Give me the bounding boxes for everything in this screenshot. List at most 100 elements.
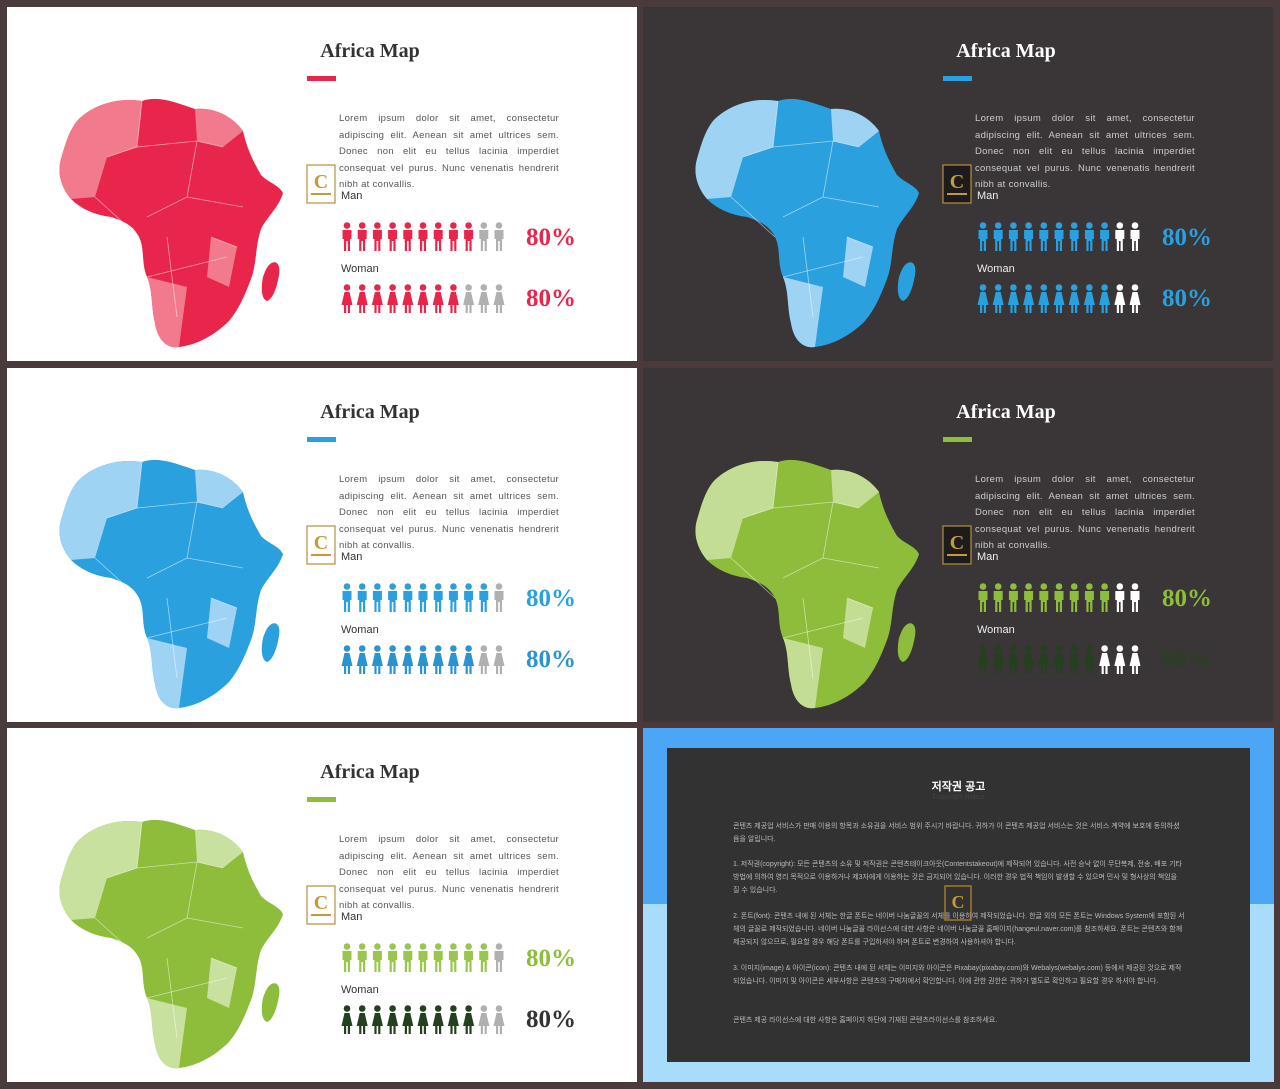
woman-icon-filled	[1053, 284, 1065, 313]
woman-icon-filled	[432, 284, 444, 313]
description-text: Lorem ipsum dolor sit amet, consectetur …	[975, 113, 1195, 190]
man-icon-filled	[448, 583, 458, 612]
woman-icon-filled	[1038, 645, 1050, 674]
notice-paragraph-font: 2. 폰트(font): 콘텐츠 내에 된 서체는 한글 폰트는 네이버 나눔글…	[733, 913, 1185, 946]
man-icon-filled	[388, 943, 398, 972]
man-icon-filled	[464, 943, 474, 972]
woman-percent: 80%	[526, 1006, 576, 1033]
woman-percent: 80%	[1162, 285, 1212, 312]
woman-icon-filled	[977, 284, 989, 313]
woman-icon-filled	[992, 284, 1004, 313]
woman-icon-filled	[432, 645, 444, 674]
man-icon-filled	[1008, 222, 1018, 251]
man-label: Man	[341, 551, 363, 563]
woman-icon-filled	[417, 645, 429, 674]
man-icon-filled	[448, 943, 458, 972]
contents-logo-icon: C	[306, 164, 336, 204]
woman-icon-empty	[478, 645, 490, 674]
woman-percent: 80%	[1162, 646, 1212, 673]
woman-icon-filled	[447, 1005, 459, 1034]
man-icon-filled	[1054, 583, 1064, 612]
woman-icon-filled	[402, 1005, 414, 1034]
man-icon-filled	[372, 583, 382, 612]
man-icon-filled	[388, 222, 398, 251]
slide-title: Africa Map	[320, 401, 420, 423]
man-label: Man	[977, 190, 999, 202]
woman-icon-empty	[1114, 645, 1126, 674]
man-icon-filled	[978, 222, 988, 251]
africa-map	[695, 459, 919, 709]
woman-icon-filled	[1038, 284, 1050, 313]
africa-map	[59, 459, 283, 709]
woman-icon-filled	[387, 1005, 399, 1034]
man-icon-filled	[418, 222, 428, 251]
contents-logo-icon: C	[306, 885, 336, 925]
woman-icon-filled	[371, 284, 383, 313]
woman-icon-filled	[1053, 645, 1065, 674]
man-icon-filled	[418, 583, 428, 612]
contents-logo-icon: C	[942, 525, 972, 565]
man-icon-filled	[372, 943, 382, 972]
man-percent: 80%	[1162, 224, 1212, 251]
man-icon-filled	[1024, 583, 1034, 612]
africa-map	[59, 98, 283, 348]
man-icon-empty	[479, 222, 489, 251]
woman-icon-filled	[1023, 645, 1035, 674]
svg-text:C: C	[314, 892, 328, 914]
notice-subtitle: Copyright Notice	[932, 794, 985, 801]
svg-text:C: C	[950, 171, 964, 193]
man-icon-empty	[494, 222, 504, 251]
man-icon-filled	[1100, 583, 1110, 612]
woman-icon-filled	[1068, 645, 1080, 674]
man-icon-filled	[993, 583, 1003, 612]
man-percent: 80%	[526, 224, 576, 251]
description-text: Lorem ipsum dolor sit amet, consectetur …	[339, 834, 559, 911]
man-icon-filled	[448, 222, 458, 251]
man-label: Man	[341, 190, 363, 202]
woman-icon-filled	[371, 645, 383, 674]
woman-icon-row	[341, 284, 505, 313]
description-text: Lorem ipsum dolor sit amet, consectetur …	[975, 474, 1195, 551]
man-icon-filled	[357, 583, 367, 612]
woman-icon-empty	[493, 284, 505, 313]
title-underline	[943, 76, 972, 81]
man-icon-filled	[418, 943, 428, 972]
man-label: Man	[977, 551, 999, 563]
slide-red-light: Africa Map Lorem ipsum dolor sit amet, c…	[7, 7, 637, 361]
woman-icon-filled	[1083, 284, 1095, 313]
man-icon-empty	[1115, 222, 1125, 251]
woman-icon-row	[341, 1005, 505, 1034]
woman-label: Woman	[341, 263, 379, 275]
woman-icon-filled	[387, 284, 399, 313]
woman-icon-filled	[371, 1005, 383, 1034]
woman-icon-empty	[1129, 284, 1141, 313]
africa-map	[59, 819, 283, 1069]
man-icon-filled	[403, 222, 413, 251]
man-icon-filled	[464, 583, 474, 612]
man-icon-filled	[372, 222, 382, 251]
woman-icon-filled	[341, 1005, 353, 1034]
man-icon-filled	[1039, 583, 1049, 612]
man-icon-filled	[1084, 583, 1094, 612]
svg-text:C: C	[950, 532, 964, 554]
woman-icon-empty	[463, 284, 475, 313]
svg-text:C: C	[952, 892, 965, 912]
woman-icon-filled	[992, 645, 1004, 674]
man-icon-filled	[1100, 222, 1110, 251]
description-text: Lorem ipsum dolor sit amet, consectetur …	[339, 113, 559, 190]
man-icon-filled	[433, 583, 443, 612]
man-icon-filled	[993, 222, 1003, 251]
slide-blue-light: Africa Map Lorem ipsum dolor sit amet, c…	[7, 368, 637, 722]
woman-icon-filled	[1007, 645, 1019, 674]
man-icon-filled	[978, 583, 988, 612]
man-icon-filled	[1039, 222, 1049, 251]
man-icon-filled	[357, 943, 367, 972]
man-icon-empty	[1130, 583, 1140, 612]
woman-icon-filled	[432, 1005, 444, 1034]
woman-icon-filled	[463, 645, 475, 674]
woman-icon-filled	[447, 284, 459, 313]
woman-icon-filled	[417, 1005, 429, 1034]
slide-title: Africa Map	[956, 40, 1056, 62]
man-icon-filled	[357, 222, 367, 251]
slide-title: Africa Map	[320, 761, 420, 783]
